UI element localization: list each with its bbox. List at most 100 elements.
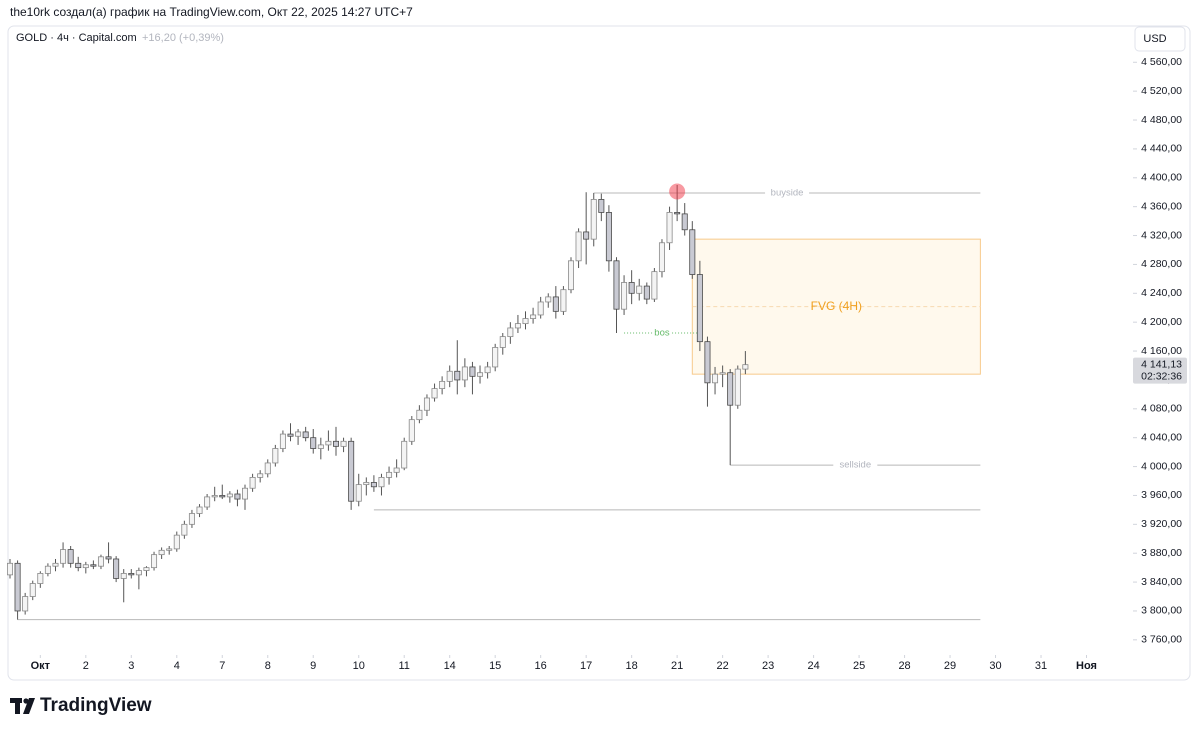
candle-body xyxy=(97,556,104,567)
candle-body xyxy=(431,388,438,399)
candle-body xyxy=(340,440,347,447)
attribution: the10rk создал(а) график на TradingView.… xyxy=(10,5,413,19)
candle-body xyxy=(196,506,203,514)
candle-body xyxy=(249,476,256,489)
candle-body xyxy=(120,573,127,579)
candle-body xyxy=(742,364,749,370)
candle-body xyxy=(317,444,324,449)
candle-body xyxy=(151,554,158,569)
candle-body xyxy=(461,366,468,381)
fvg-label: FVG (4H) xyxy=(811,299,862,313)
candle-body xyxy=(492,347,499,368)
candle-body xyxy=(719,372,726,375)
x-tick-label: 3 xyxy=(128,660,134,672)
candle-body xyxy=(666,212,673,244)
candle-body xyxy=(727,372,734,406)
x-tick-label: 16 xyxy=(535,660,547,672)
y-tick-label: 4 200,00 xyxy=(1141,316,1182,328)
y-tick-label: 4 160,00 xyxy=(1141,345,1182,357)
candle-body xyxy=(173,534,180,550)
candle-body xyxy=(82,564,89,569)
countdown: 02:32:36 xyxy=(1141,370,1182,382)
candle-body xyxy=(499,336,506,348)
candle-body xyxy=(378,476,385,488)
y-tick-label: 3 800,00 xyxy=(1141,605,1182,617)
x-tick-label: 31 xyxy=(1035,660,1047,672)
candle-body xyxy=(575,231,582,262)
candle-body xyxy=(287,433,294,437)
candle-body xyxy=(60,549,67,564)
candle-body xyxy=(22,596,29,612)
candle-body xyxy=(143,567,150,571)
last-price-box xyxy=(1133,357,1187,384)
candle-body xyxy=(560,289,567,312)
candle-body xyxy=(332,440,339,447)
y-tick-label: 4 080,00 xyxy=(1141,403,1182,415)
y-tick-label: 3 960,00 xyxy=(1141,489,1182,501)
candle-body xyxy=(370,482,377,488)
candle-body xyxy=(583,231,590,240)
candle-body xyxy=(52,562,59,567)
candle-body xyxy=(507,327,514,338)
candle-body xyxy=(7,562,13,576)
candle-body xyxy=(226,493,233,498)
candle-body xyxy=(14,562,21,612)
change: +16,20 (+0,39%) xyxy=(142,32,224,44)
candle-body xyxy=(537,301,544,316)
candle-body xyxy=(658,242,665,273)
y-tick-label: 4 480,00 xyxy=(1141,114,1182,126)
x-tick-label: 2 xyxy=(83,660,89,672)
candle-body xyxy=(272,448,279,464)
candle-body xyxy=(295,431,302,437)
candle-body xyxy=(242,487,249,500)
logo-icon xyxy=(10,698,35,714)
candle-body xyxy=(545,296,552,303)
x-tick-label: 25 xyxy=(853,660,865,672)
currency[interactable]: USD xyxy=(1143,33,1166,45)
candle-body xyxy=(135,570,142,576)
highlight xyxy=(669,183,686,200)
candle-body xyxy=(605,212,612,262)
candle-body xyxy=(325,440,332,446)
x-tick-label: 28 xyxy=(898,660,910,672)
candle-body xyxy=(621,282,628,310)
candle-body xyxy=(279,433,286,449)
candle-body xyxy=(590,199,597,240)
plot: 3 760,00 3 800,00 3 840,00 3 880,00 3 920,00… xyxy=(7,56,1187,672)
y-tick-label: 4 560,00 xyxy=(1141,56,1182,68)
candle-body xyxy=(689,229,696,275)
y-tick-label: 4 320,00 xyxy=(1141,229,1182,241)
candle-body xyxy=(128,573,135,576)
candle-body xyxy=(204,496,211,508)
level-label: sellside xyxy=(839,460,871,471)
candle-body xyxy=(302,431,309,439)
y-tick-label: 4 400,00 xyxy=(1141,172,1182,184)
candle-body xyxy=(613,260,620,310)
x-tick-label: Ноя xyxy=(1076,660,1097,672)
y-tick-label: 4 440,00 xyxy=(1141,143,1182,155)
candle-body xyxy=(674,212,681,215)
candle-body xyxy=(393,467,400,473)
candle-body xyxy=(75,562,82,569)
candle-body xyxy=(628,282,635,294)
candle-body xyxy=(211,495,218,498)
currency-button[interactable] xyxy=(1134,26,1186,52)
candle-body xyxy=(696,274,703,343)
candle-body xyxy=(386,471,393,478)
candle-body xyxy=(188,513,195,525)
y-tick-label: 4 360,00 xyxy=(1141,200,1182,212)
bos-label-bg xyxy=(652,327,671,340)
x-tick-label: Окт xyxy=(31,660,51,672)
candle-body xyxy=(522,318,529,325)
x-tick-label: 14 xyxy=(444,660,456,672)
candle-body xyxy=(643,285,650,300)
y-tick-label: 3 840,00 xyxy=(1141,576,1182,588)
candle-body xyxy=(734,368,741,406)
candle-body xyxy=(439,380,446,389)
y-tick-label: 3 880,00 xyxy=(1141,547,1182,559)
y-tick-label: 4 000,00 xyxy=(1141,460,1182,472)
candle-body xyxy=(219,495,226,498)
candle-body xyxy=(401,440,408,469)
candle-body xyxy=(105,556,112,560)
candle-body xyxy=(712,373,719,384)
